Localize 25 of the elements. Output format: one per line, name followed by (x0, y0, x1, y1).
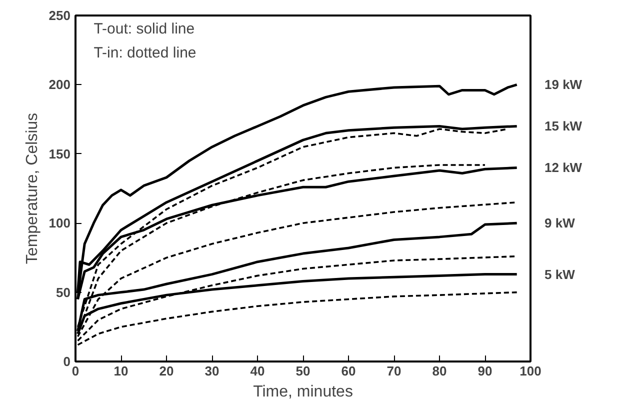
text: 19 kW (544, 77, 583, 92)
x-tick-label: 40 (250, 364, 265, 378)
y-tick-label: 250 (48, 8, 71, 23)
x-tick-label: 70 (386, 364, 402, 378)
x-tick-label: 20 (159, 364, 174, 378)
x-tick-label: 60 (341, 364, 356, 378)
y-axis-title: Temperature, Celsius (24, 112, 41, 264)
annotation: T-out: solid line (94, 20, 195, 38)
x-axis-title: Time, minutes (253, 384, 353, 400)
y-tick-label: 150 (48, 146, 71, 162)
text: 12 kW (544, 160, 583, 176)
y-tick-label: 200 (48, 77, 71, 92)
x-tick-label: 50 (296, 364, 310, 378)
x-tick-label: 30 (204, 364, 220, 378)
x-tick-label: 90 (478, 364, 492, 378)
text: 15 kW (544, 118, 583, 134)
y-tick-label: 50 (56, 284, 71, 300)
y-tick-label: 0 (63, 354, 71, 369)
x-tick-label: 80 (432, 364, 447, 378)
x-tick-label: 10 (114, 364, 128, 378)
y-tick-label: 100 (48, 216, 71, 231)
annotation: T-in: dotted line (94, 44, 196, 62)
text: 5 kW (544, 266, 576, 282)
text: 9 kW (544, 216, 576, 231)
x-tick-label: 100 (520, 364, 542, 378)
